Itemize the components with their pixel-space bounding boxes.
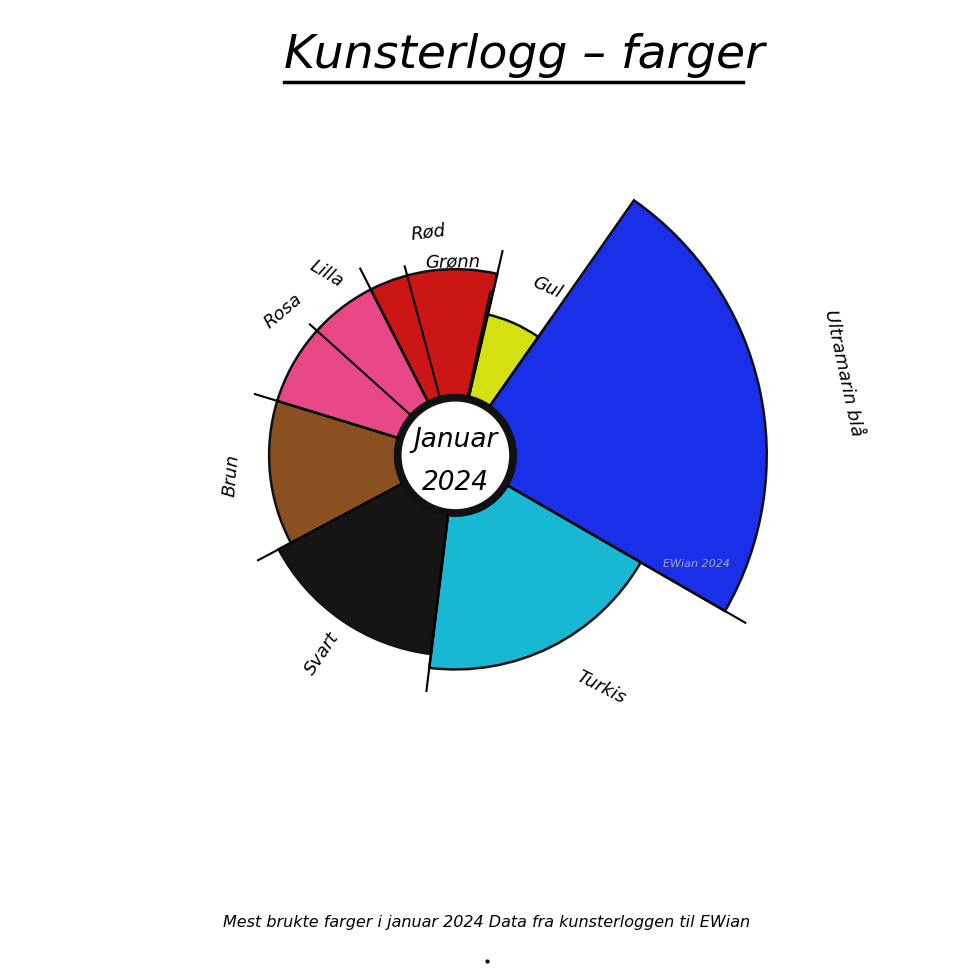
Wedge shape xyxy=(468,314,538,406)
Text: 2024: 2024 xyxy=(422,470,488,495)
Text: Kunsterlogg – farger: Kunsterlogg – farger xyxy=(284,33,765,78)
Text: Svart: Svart xyxy=(301,629,342,678)
Text: Rød: Rød xyxy=(410,221,447,243)
Circle shape xyxy=(402,402,509,509)
Text: EWian 2024: EWian 2024 xyxy=(664,559,730,569)
Text: Januar: Januar xyxy=(414,427,497,452)
Text: Brun: Brun xyxy=(220,453,242,497)
Wedge shape xyxy=(371,270,497,402)
Wedge shape xyxy=(270,401,402,543)
Wedge shape xyxy=(429,486,641,669)
Text: Lilla: Lilla xyxy=(306,257,346,291)
Wedge shape xyxy=(490,200,767,611)
Text: Ultramarin blå: Ultramarin blå xyxy=(821,307,866,438)
Text: Grønn: Grønn xyxy=(424,253,480,271)
Wedge shape xyxy=(277,289,428,438)
Text: Turkis: Turkis xyxy=(574,667,629,707)
Circle shape xyxy=(395,395,516,516)
Text: Rosa: Rosa xyxy=(260,290,306,332)
Text: Gul: Gul xyxy=(530,273,565,303)
Wedge shape xyxy=(278,484,448,654)
Wedge shape xyxy=(418,310,486,397)
Text: Mest brukte farger i januar 2024 Data fra kunsterloggen til EWian: Mest brukte farger i januar 2024 Data fr… xyxy=(223,915,750,930)
Wedge shape xyxy=(327,289,440,415)
